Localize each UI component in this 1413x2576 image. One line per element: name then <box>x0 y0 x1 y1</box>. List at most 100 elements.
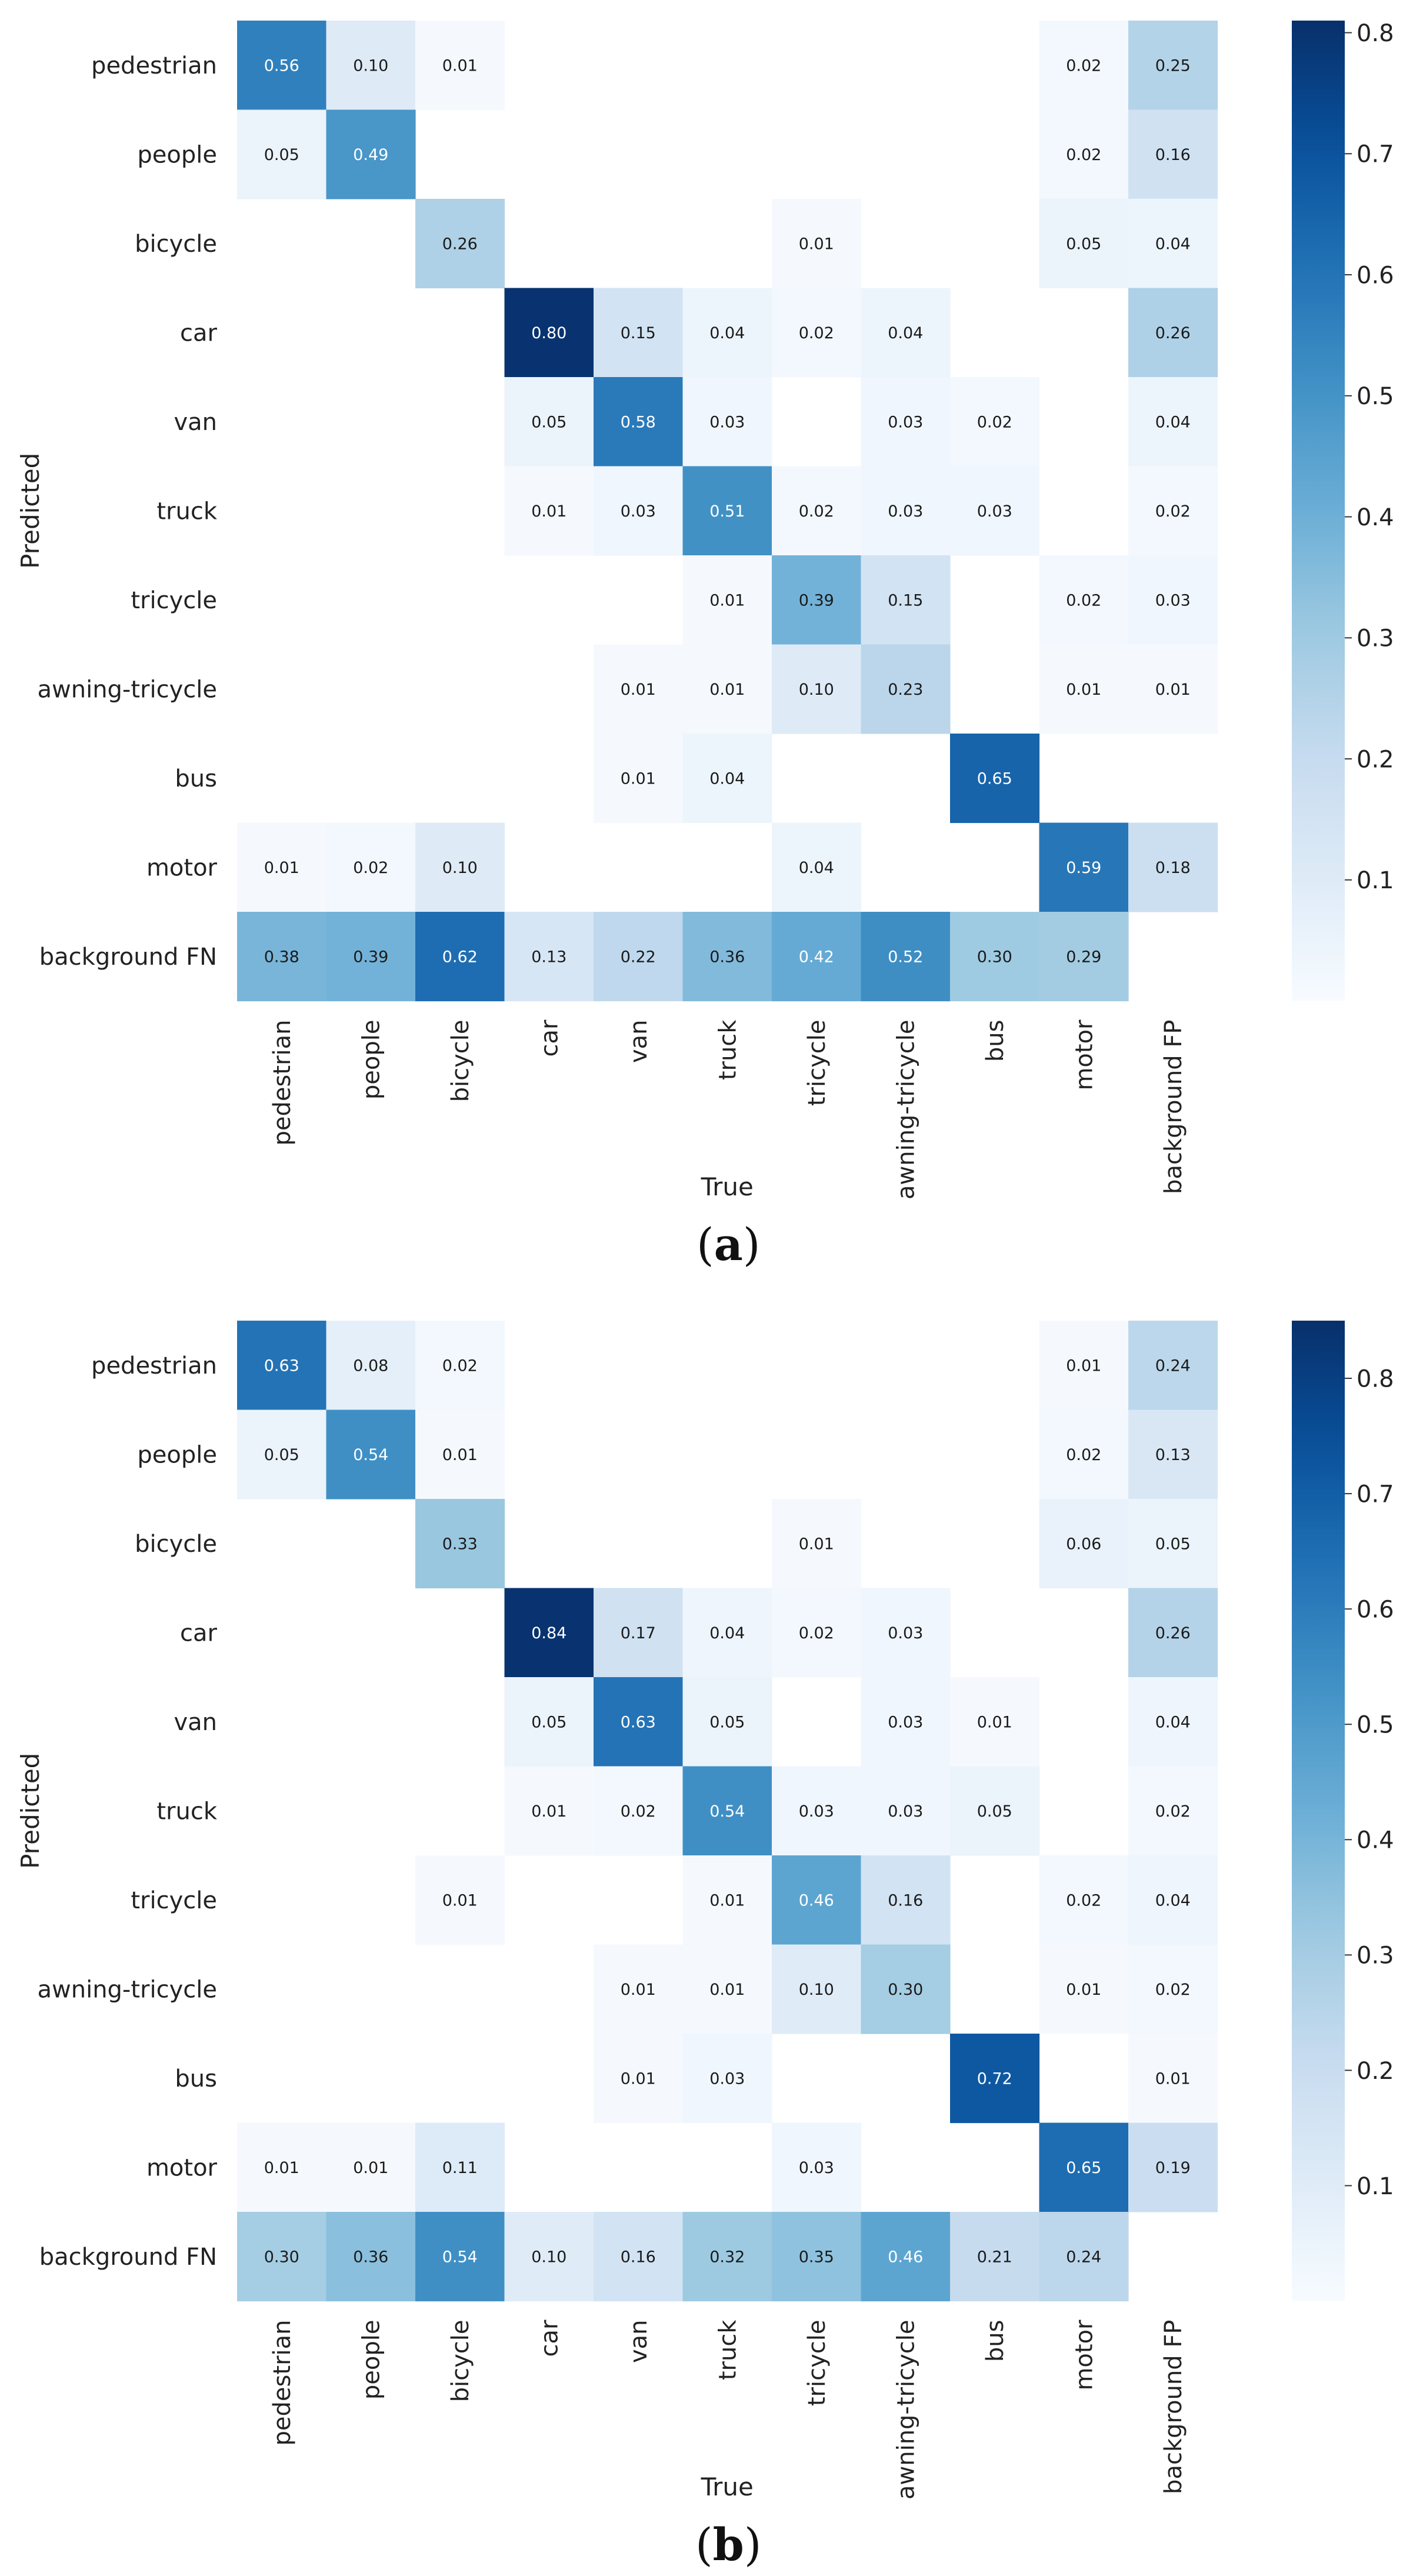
cell-value-label: 0.02 <box>799 502 834 521</box>
cell-value-label: 0.03 <box>799 1802 834 1821</box>
cell-value-label: 0.04 <box>1155 1713 1191 1731</box>
heatmap-cell <box>861 2212 951 2302</box>
cell-value-label: 0.02 <box>1066 146 1101 164</box>
heatmap-cell <box>861 1766 951 1856</box>
heatmap-cell <box>1128 2034 1218 2124</box>
heatmap-cell <box>1128 21 1218 111</box>
cell-value-label: 0.16 <box>1155 146 1191 164</box>
heatmap-cell <box>1039 555 1129 645</box>
x-tick-label: background FP <box>1160 1020 1187 1194</box>
cell-value-label: 0.01 <box>1066 1981 1101 1999</box>
cell-value-label: 0.84 <box>531 1624 566 1642</box>
heatmap-cell <box>1039 2122 1129 2212</box>
cell-value-label: 0.05 <box>1155 1535 1191 1553</box>
colorbar-tick-label: 0.6 <box>1357 1597 1394 1624</box>
heatmap-cell <box>772 288 862 378</box>
heatmap-cell <box>1039 199 1129 289</box>
heatmap-cell <box>1128 1588 1218 1678</box>
heatmap-cell <box>594 644 684 734</box>
cell-value-label: 0.06 <box>1066 1535 1101 1553</box>
y-tick-label: van <box>174 1709 217 1736</box>
cell-value-label: 0.21 <box>977 2248 1012 2266</box>
cell-value-label: 0.01 <box>442 1891 478 1909</box>
heatmap-cell <box>1128 822 1218 912</box>
cell-value-label: 0.03 <box>799 2159 834 2177</box>
cell-value-label: 0.04 <box>709 1624 745 1642</box>
cell-value-label: 0.02 <box>799 324 834 342</box>
x-tick-label: car <box>536 2320 563 2357</box>
heatmap-cell <box>326 912 416 1002</box>
cell-value-label: 0.80 <box>531 324 566 342</box>
heatmap-cell <box>1039 109 1129 199</box>
x-tick-label: bicycle <box>447 2320 474 2402</box>
heatmap-cell <box>772 822 862 912</box>
cell-value-label: 0.01 <box>531 1802 566 1821</box>
x-tick-label: van <box>625 2320 652 2364</box>
colorbar <box>1292 21 1345 1001</box>
heatmap-cell <box>950 2034 1040 2124</box>
heatmap-cell <box>772 644 862 734</box>
y-tick-label: car <box>180 1620 218 1647</box>
heatmap-cell <box>1128 644 1218 734</box>
colorbar-tick-label: 0.7 <box>1357 1481 1394 1508</box>
cell-value-label: 0.65 <box>977 769 1012 788</box>
cell-value-label: 0.15 <box>888 591 923 609</box>
heatmap-cell <box>772 199 862 289</box>
cell-value-label: 0.01 <box>709 1981 745 1999</box>
heatmap-cell <box>237 1409 327 1499</box>
cell-value-label: 0.03 <box>888 1624 923 1642</box>
cell-value-label: 0.13 <box>531 948 566 966</box>
heatmap-cell <box>415 822 505 912</box>
heatmap-cell <box>326 2212 416 2302</box>
colorbar-tick-label: 0.2 <box>1357 2058 1394 2085</box>
heatmap-cell <box>237 109 327 199</box>
cell-value-label: 0.04 <box>1155 413 1191 431</box>
heatmap-cell <box>326 1321 416 1411</box>
heatmap-cell <box>682 1855 772 1945</box>
cell-value-label: 0.26 <box>1155 1624 1191 1642</box>
heatmap-cell <box>415 1499 505 1589</box>
heatmap-cell <box>1128 109 1218 199</box>
cell-value-label: 0.01 <box>264 2159 299 2177</box>
x-tick-label: tricycle <box>804 1020 831 1107</box>
x-tick-label: pedestrian <box>269 2320 296 2446</box>
heatmap-cell <box>772 1499 862 1589</box>
heatmap-cell <box>682 377 772 467</box>
heatmap-cell <box>237 2122 327 2212</box>
heatmap-cell <box>1039 644 1129 734</box>
cell-value-label: 0.54 <box>442 2248 478 2266</box>
heatmap-cell <box>326 21 416 111</box>
heatmap-cell <box>682 288 772 378</box>
cell-value-label: 0.04 <box>709 769 745 788</box>
heatmap-cell <box>682 912 772 1002</box>
heatmap-cell <box>594 734 684 824</box>
heatmap-cell <box>1128 1855 1218 1945</box>
heatmap-cell <box>594 912 684 1002</box>
heatmap-cell <box>1128 377 1218 467</box>
heatmap-cell <box>1128 1409 1218 1499</box>
cell-value-label: 0.54 <box>353 1446 388 1464</box>
cell-value-label: 0.18 <box>1155 859 1191 877</box>
y-tick-label: bus <box>175 765 217 792</box>
cell-value-label: 0.02 <box>1155 502 1191 521</box>
heatmap-cell <box>1039 1944 1129 2034</box>
cell-value-label: 0.16 <box>621 2248 656 2266</box>
heatmap-cell <box>1128 1321 1218 1411</box>
colorbar-tick-label: 0.1 <box>1357 2173 1394 2200</box>
heatmap-cell <box>772 1944 862 2034</box>
y-tick-label: bicycle <box>135 231 217 258</box>
heatmap-cell <box>594 1588 684 1678</box>
x-axis-label: True <box>701 1172 754 1201</box>
cell-value-label: 0.02 <box>1066 1446 1101 1464</box>
heatmap-cell <box>772 555 862 645</box>
heatmap-cell <box>1039 21 1129 111</box>
heatmap-cell <box>594 1944 684 2034</box>
cell-value-label: 0.49 <box>353 146 388 164</box>
confusion-matrix-b: 0.63 0.08 0.02 0.01 0.24 0.05 0.54 0.01 0.02 0.13… <box>16 1321 1394 2571</box>
heatmap-cell <box>1128 1677 1218 1767</box>
colorbar-tick-label: 0.2 <box>1357 746 1394 773</box>
heatmap-cell <box>682 1677 772 1767</box>
x-tick-label: background FP <box>1160 2320 1187 2494</box>
heatmap-cell <box>326 1409 416 1499</box>
cell-value-label: 0.01 <box>621 2070 656 2088</box>
